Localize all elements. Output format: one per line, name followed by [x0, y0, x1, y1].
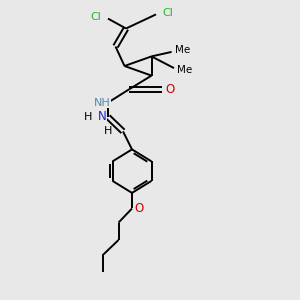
Text: Me: Me — [177, 64, 192, 75]
Text: NH: NH — [94, 98, 110, 108]
Text: H: H — [84, 112, 93, 122]
Text: Me: Me — [175, 45, 190, 56]
Text: Cl: Cl — [162, 8, 173, 18]
Text: N: N — [98, 110, 106, 124]
Text: H: H — [104, 126, 112, 136]
Text: Cl: Cl — [91, 12, 101, 22]
Text: O: O — [165, 83, 174, 96]
Text: O: O — [134, 202, 143, 215]
